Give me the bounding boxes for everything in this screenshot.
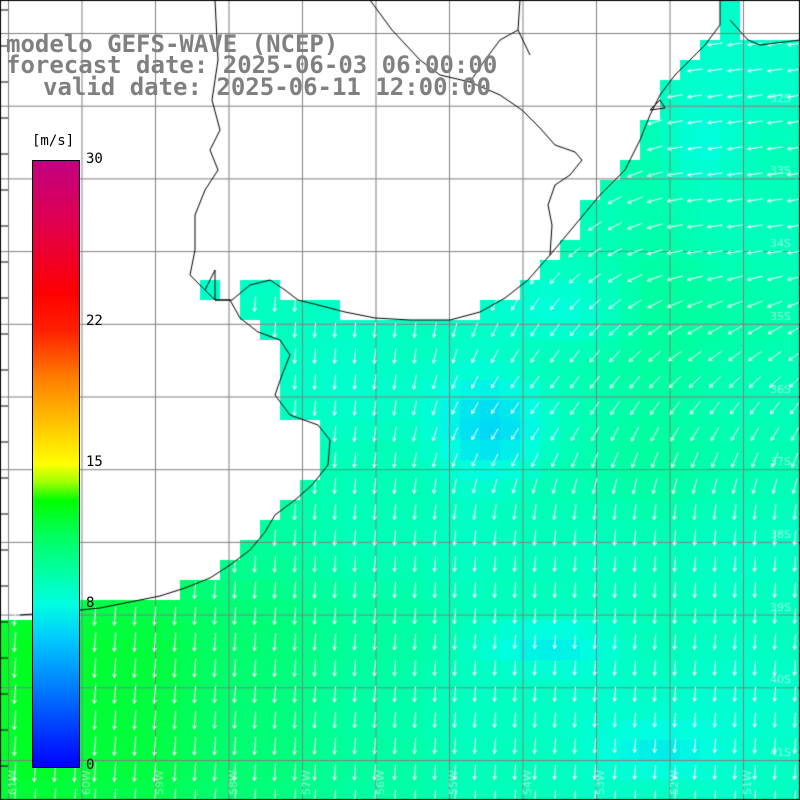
model-title: modelo GEFS-WAVE (NCEP) [6, 30, 339, 58]
colorbar-tick-label: 15 [86, 454, 103, 470]
colorbar-tick-label: 0 [86, 757, 95, 773]
colorbar [32, 160, 80, 768]
colorbar-tick-label: 30 [86, 151, 103, 167]
colorbar-tick-label: 8 [86, 595, 95, 612]
colorbar-unit: [m/s] [32, 133, 75, 149]
valid-date: valid date: 2025-06-11 12:00:00 [43, 73, 491, 101]
colorbar-tick-label: 22 [86, 312, 103, 329]
forecast-date: forecast date: 2025-06-03 06:00:00 [6, 51, 498, 79]
